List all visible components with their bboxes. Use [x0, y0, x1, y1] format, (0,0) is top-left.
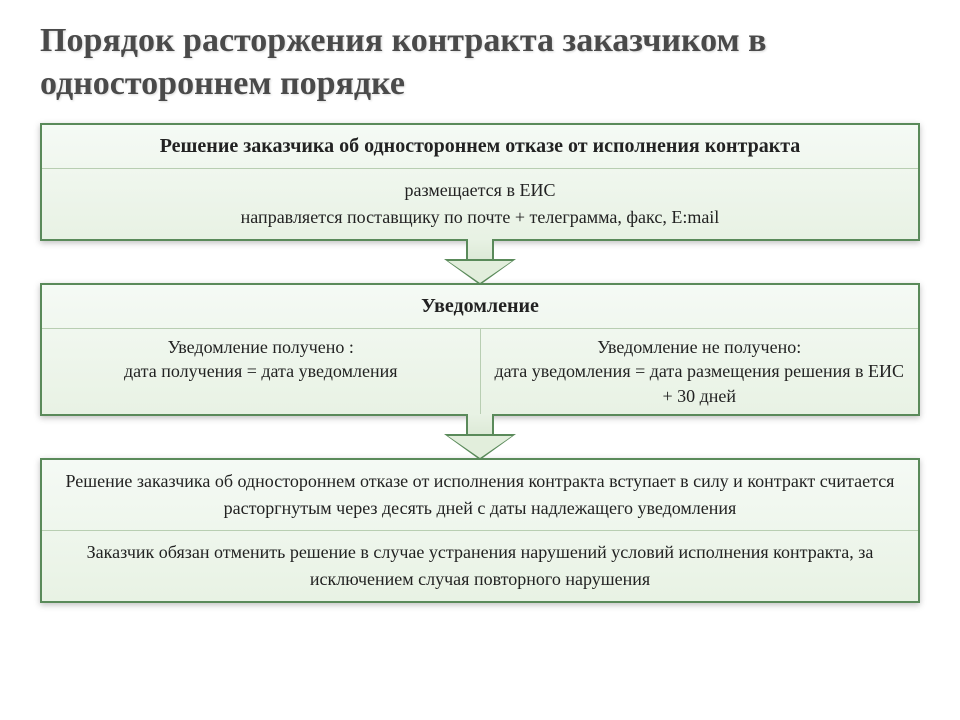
- stage-effect: Решение заказчика об одностороннем отказ…: [40, 458, 920, 603]
- stage-effect-para2: Заказчик обязан отменить решение в случа…: [42, 530, 918, 601]
- arrow-2: [40, 414, 920, 460]
- stage-notification-row: Уведомление получено : дата получения = …: [42, 329, 918, 414]
- stage-decision-header: Решение заказчика об одностороннем отказ…: [42, 125, 918, 169]
- stage-decision: Решение заказчика об одностороннем отказ…: [40, 123, 920, 241]
- stage-notification-right: Уведомление не получено: дата уведомлени…: [480, 329, 919, 414]
- stage-notification: Уведомление Уведомление получено : дата …: [40, 283, 920, 416]
- stage-effect-para1: Решение заказчика об одностороннем отказ…: [42, 460, 918, 530]
- stage-notification-right-line2: дата уведомления = дата размещения решен…: [491, 359, 909, 408]
- stage-notification-right-line1: Уведомление не получено:: [491, 335, 909, 359]
- stage-notification-left-line2: дата получения = дата уведомления: [52, 359, 470, 383]
- stage-decision-line1: размещается в ЕИС: [56, 177, 904, 204]
- stage-notification-header: Уведомление: [42, 285, 918, 329]
- page-title: Порядок расторжения контракта заказчиком…: [40, 20, 920, 105]
- stage-notification-left-line1: Уведомление получено :: [52, 335, 470, 359]
- stage-decision-body: размещается в ЕИС направляется поставщик…: [42, 169, 918, 239]
- stage-notification-left: Уведомление получено : дата получения = …: [42, 329, 480, 414]
- arrow-1: [40, 239, 920, 285]
- stage-decision-line2: направляется поставщику по почте + телег…: [56, 204, 904, 231]
